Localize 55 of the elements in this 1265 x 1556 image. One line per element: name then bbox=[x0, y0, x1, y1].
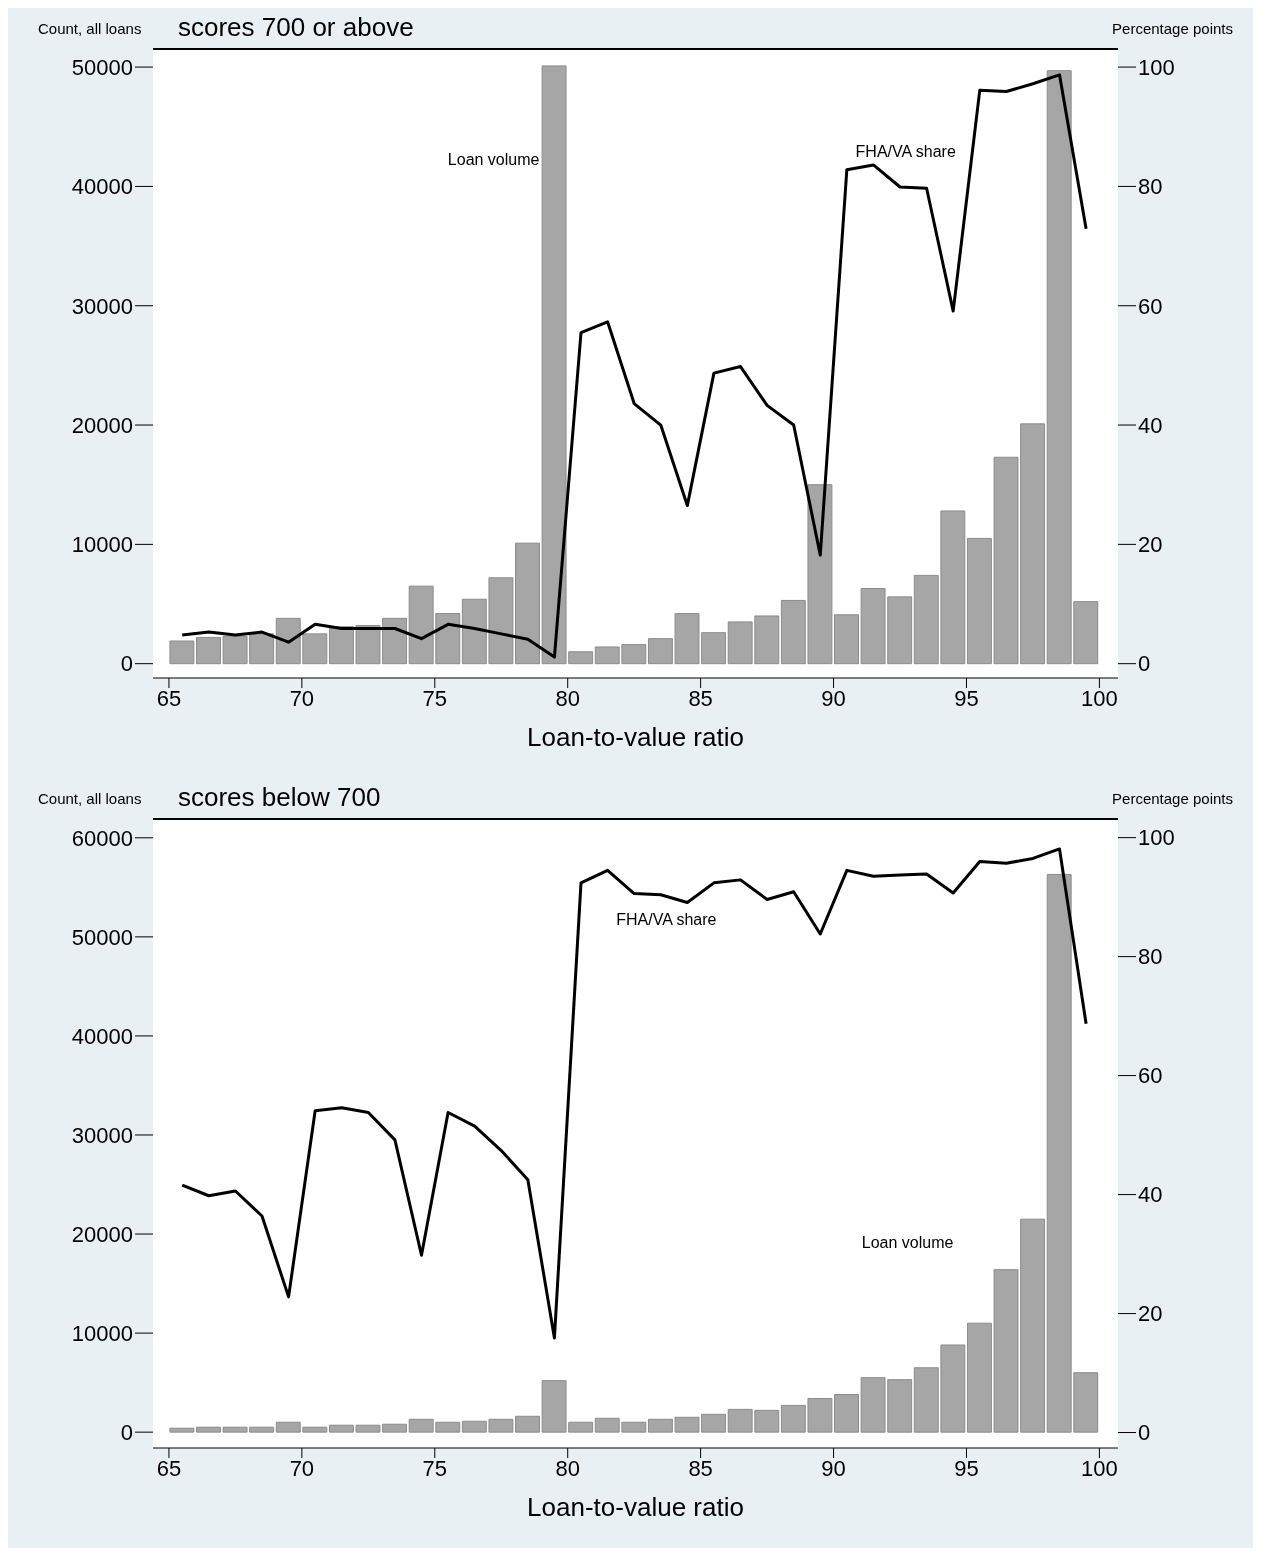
x-tick-label: 90 bbox=[821, 685, 846, 711]
series-label: Loan volume bbox=[447, 151, 540, 170]
y2-tick-label: 100 bbox=[1138, 54, 1175, 80]
x-tick-label: 70 bbox=[289, 685, 315, 711]
chart-title: scores 700 or above bbox=[178, 12, 414, 43]
y2-tick-label: 40 bbox=[1138, 1182, 1163, 1208]
y-tick-label: 30000 bbox=[71, 1122, 133, 1148]
y-tick-label: 0 bbox=[120, 1419, 133, 1445]
x-tick-label: 80 bbox=[555, 685, 580, 711]
x-tick-label: 70 bbox=[289, 1455, 315, 1481]
y2-tick-label: 20 bbox=[1138, 1301, 1163, 1327]
x-tick-label: 65 bbox=[156, 1455, 182, 1481]
y2-tick-label: 60 bbox=[1138, 1063, 1163, 1089]
y2-axis-title: Percentage points bbox=[1112, 20, 1233, 37]
y2-axis-title: Percentage points bbox=[1112, 790, 1233, 807]
y-tick-label: 60000 bbox=[71, 825, 133, 851]
line-series bbox=[180, 73, 1088, 659]
y-axis-title: Count, all loans bbox=[38, 790, 142, 807]
y-tick-label: 20000 bbox=[71, 412, 133, 438]
y-tick-label: 50000 bbox=[71, 924, 133, 950]
x-tick-label: 100 bbox=[1081, 685, 1118, 711]
y-tick-label: 10000 bbox=[71, 532, 133, 558]
y2-tick-label: 100 bbox=[1138, 825, 1175, 851]
x-tick-label: 95 bbox=[954, 1455, 979, 1481]
x-tick-label: 100 bbox=[1081, 1455, 1118, 1481]
y-tick-label: 40000 bbox=[71, 1023, 133, 1049]
y2-tick-label: 80 bbox=[1138, 944, 1163, 970]
series-label: FHA/VA share bbox=[616, 911, 717, 930]
y2-tick-label: 40 bbox=[1138, 412, 1163, 438]
x-tick-label: 95 bbox=[954, 685, 979, 711]
line-series bbox=[180, 847, 1088, 1340]
x-tick-label: 90 bbox=[821, 1455, 846, 1481]
y2-tick-label: 20 bbox=[1138, 532, 1163, 558]
y2-tick-label: 80 bbox=[1138, 174, 1163, 200]
x-tick-label: 75 bbox=[422, 1455, 448, 1481]
y2-tick-label: 60 bbox=[1138, 293, 1163, 319]
y2-tick-label: 0 bbox=[1138, 1420, 1151, 1446]
chart-title: scores below 700 bbox=[178, 782, 381, 813]
text: Loan volume bbox=[861, 1234, 954, 1253]
y-tick-label: 30000 bbox=[71, 293, 133, 319]
x-tick-label: 80 bbox=[555, 1455, 580, 1481]
x-tick-label: 65 bbox=[156, 685, 182, 711]
y-tick-label: 20000 bbox=[71, 1221, 133, 1247]
x-tick-label: 75 bbox=[422, 685, 448, 711]
y-axis-title: Count, all loans bbox=[38, 20, 142, 37]
x-tick-label: 85 bbox=[688, 685, 713, 711]
y-tick-label: 0 bbox=[120, 651, 133, 677]
y2-tick-label: 0 bbox=[1138, 651, 1151, 677]
x-axis-title: Loan-to-value ratio bbox=[527, 722, 744, 752]
y-tick-label: 50000 bbox=[71, 54, 133, 80]
series-label: FHA/VA share bbox=[855, 142, 956, 161]
y-tick-label: 40000 bbox=[71, 174, 133, 200]
y-tick-label: 10000 bbox=[71, 1320, 133, 1346]
x-axis-title: Loan-to-value ratio bbox=[527, 1492, 744, 1522]
x-tick-label: 85 bbox=[688, 1455, 713, 1481]
